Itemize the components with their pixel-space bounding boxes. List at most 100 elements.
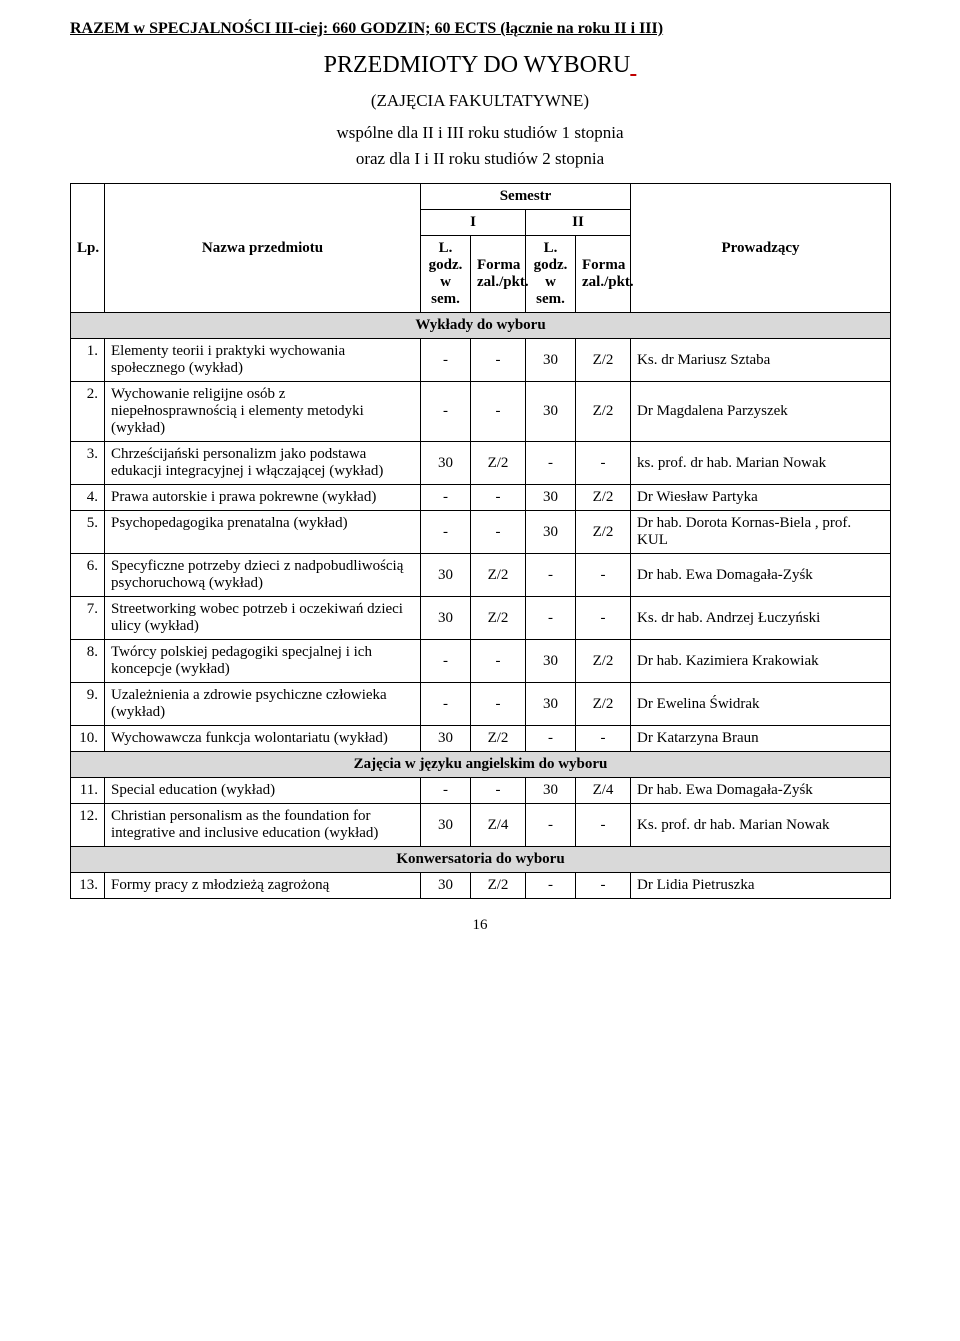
cell-f1: - (471, 640, 526, 683)
cell-prov: Dr Magdalena Parzyszek (631, 382, 891, 442)
cell-name: Special education (wykład) (105, 778, 421, 804)
cell-g1: 30 (421, 442, 471, 485)
cell-name: Wychowawcza funkcja wolontariatu (wykład… (105, 726, 421, 752)
cell-f1: Z/2 (471, 597, 526, 640)
cell-prov: Ks. dr Mariusz Sztaba (631, 339, 891, 382)
cell-name: Prawa autorskie i prawa pokrewne (wykład… (105, 485, 421, 511)
th-sem-1: I (421, 210, 526, 236)
cell-g2: 30 (526, 511, 576, 554)
cell-g1: - (421, 640, 471, 683)
cell-name: Twórcy polskiej pedagogiki specjalnej i … (105, 640, 421, 683)
cell-g2: 30 (526, 382, 576, 442)
section-heading-row: Zajęcia w języku angielskim do wyboru (71, 752, 891, 778)
cell-prov: Dr hab. Ewa Domagała-Zyśk (631, 778, 891, 804)
table-row: 2.Wychowanie religijne osób z niepełnosp… (71, 382, 891, 442)
cell-f1: Z/4 (471, 804, 526, 847)
cell-name: Chrześcijański personalizm jako podstawa… (105, 442, 421, 485)
cell-f1: - (471, 511, 526, 554)
cell-prov: Dr Wiesław Partyka (631, 485, 891, 511)
cell-f2: Z/4 (576, 778, 631, 804)
page-number: 16 (70, 917, 890, 934)
cell-f2: - (576, 873, 631, 899)
section-heading-cell: Konwersatoria do wyboru (71, 847, 891, 873)
cell-lp: 8. (71, 640, 105, 683)
table-row: 5.Psychopedagogika prenatalna (wykład)--… (71, 511, 891, 554)
cell-name: Specyficzne potrzeby dzieci z nadpobudli… (105, 554, 421, 597)
cell-prov: Dr hab. Dorota Kornas-Biela , prof. KUL (631, 511, 891, 554)
cell-prov: ks. prof. dr hab. Marian Nowak (631, 442, 891, 485)
cell-f2: - (576, 442, 631, 485)
section-heading-row: Wykłady do wyboru (71, 313, 891, 339)
cell-f2: - (576, 597, 631, 640)
table-row: 10.Wychowawcza funkcja wolontariatu (wyk… (71, 726, 891, 752)
cell-name: Streetworking wobec potrzeb i oczekiwań … (105, 597, 421, 640)
cell-prov: Dr hab. Kazimiera Krakowiak (631, 640, 891, 683)
cell-lp: 12. (71, 804, 105, 847)
cell-f1: - (471, 382, 526, 442)
th-prov: Prowadzący (631, 184, 891, 313)
cell-f2: - (576, 726, 631, 752)
th-godz-2: L. godz. w sem. (526, 236, 576, 313)
cell-g1: - (421, 511, 471, 554)
cell-g2: 30 (526, 683, 576, 726)
cell-f2: Z/2 (576, 683, 631, 726)
cell-f1: - (471, 339, 526, 382)
section-line-1: wspólne dla II i III roku studiów 1 stop… (70, 123, 890, 143)
cell-name: Psychopedagogika prenatalna (wykład) (105, 511, 421, 554)
section-heading-row: Konwersatoria do wyboru (71, 847, 891, 873)
section-title: PRZEDMIOTY DO WYBORU (70, 52, 890, 79)
section-heading-cell: Zajęcia w języku angielskim do wyboru (71, 752, 891, 778)
cell-g1: - (421, 339, 471, 382)
th-lp: Lp. (71, 184, 105, 313)
cell-f1: - (471, 683, 526, 726)
th-forma-1: Forma zal./pkt. (471, 236, 526, 313)
cell-lp: 7. (71, 597, 105, 640)
cell-name: Elementy teorii i praktyki wychowania sp… (105, 339, 421, 382)
cell-name: Christian personalism as the foundation … (105, 804, 421, 847)
cell-g1: 30 (421, 873, 471, 899)
section-line-2: oraz dla I i II roku studiów 2 stopnia (70, 149, 890, 169)
cell-f2: Z/2 (576, 382, 631, 442)
cell-g1: 30 (421, 597, 471, 640)
cell-lp: 9. (71, 683, 105, 726)
table-row: 4.Prawa autorskie i prawa pokrewne (wykł… (71, 485, 891, 511)
cell-name: Wychowanie religijne osób z niepełnospra… (105, 382, 421, 442)
cell-g2: - (526, 442, 576, 485)
cell-prov: Dr Ewelina Świdrak (631, 683, 891, 726)
headline-summary: RAZEM w SPECJALNOŚCI III-ciej: 660 GODZI… (70, 20, 890, 38)
cell-lp: 6. (71, 554, 105, 597)
cell-g1: 30 (421, 726, 471, 752)
cell-lp: 10. (71, 726, 105, 752)
cell-g1: - (421, 778, 471, 804)
cell-lp: 3. (71, 442, 105, 485)
table-row: 3.Chrześcijański personalizm jako podsta… (71, 442, 891, 485)
cell-prov: Ks. prof. dr hab. Marian Nowak (631, 804, 891, 847)
cell-prov: Dr Katarzyna Braun (631, 726, 891, 752)
curriculum-table: Lp. Nazwa przedmiotu Semestr Prowadzący … (70, 183, 891, 899)
cell-name: Uzależnienia a zdrowie psychiczne człowi… (105, 683, 421, 726)
cell-f1: Z/2 (471, 873, 526, 899)
section-subtitle: (ZAJĘCIA FAKULTATYWNE) (70, 91, 890, 111)
cell-prov: Ks. dr hab. Andrzej Łuczyński (631, 597, 891, 640)
th-name: Nazwa przedmiotu (105, 184, 421, 313)
table-row: 8.Twórcy polskiej pedagogiki specjalnej … (71, 640, 891, 683)
cell-lp: 2. (71, 382, 105, 442)
cell-lp: 11. (71, 778, 105, 804)
table-row: 9.Uzależnienia a zdrowie psychiczne czło… (71, 683, 891, 726)
cell-f1: Z/2 (471, 442, 526, 485)
table-row: 11.Special education (wykład)--30Z/4Dr h… (71, 778, 891, 804)
table-row: 12.Christian personalism as the foundati… (71, 804, 891, 847)
cell-f1: Z/2 (471, 554, 526, 597)
table-body: Wykłady do wyboru1.Elementy teorii i pra… (71, 313, 891, 899)
table-row: 1.Elementy teorii i praktyki wychowania … (71, 339, 891, 382)
cell-f2: Z/2 (576, 485, 631, 511)
cell-g1: 30 (421, 804, 471, 847)
section-heading-cell: Wykłady do wyboru (71, 313, 891, 339)
cell-g2: 30 (526, 485, 576, 511)
cell-g2: - (526, 873, 576, 899)
cell-f2: - (576, 804, 631, 847)
th-godz-1: L. godz. w sem. (421, 236, 471, 313)
cell-f2: Z/2 (576, 511, 631, 554)
cell-g2: 30 (526, 339, 576, 382)
cell-g2: - (526, 554, 576, 597)
